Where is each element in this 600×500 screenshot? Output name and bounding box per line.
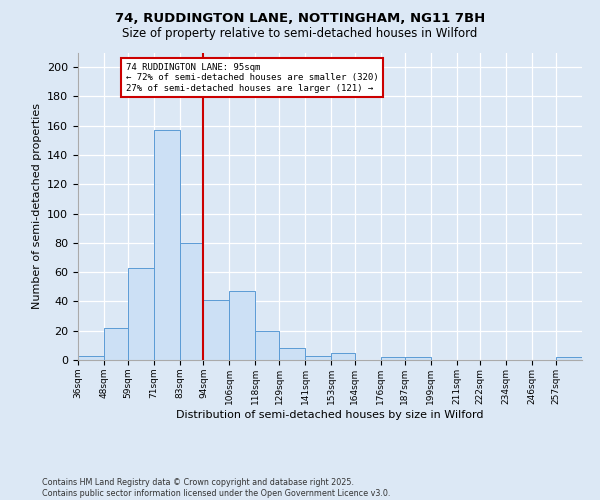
X-axis label: Distribution of semi-detached houses by size in Wilford: Distribution of semi-detached houses by …	[176, 410, 484, 420]
Y-axis label: Number of semi-detached properties: Number of semi-detached properties	[32, 104, 41, 309]
Bar	[279, 348, 305, 360]
Bar	[381, 357, 404, 360]
Bar	[305, 356, 331, 360]
Text: 74 RUDDINGTON LANE: 95sqm
← 72% of semi-detached houses are smaller (320)
27% of: 74 RUDDINGTON LANE: 95sqm ← 72% of semi-…	[125, 62, 378, 92]
Text: 74, RUDDINGTON LANE, NOTTINGHAM, NG11 7BH: 74, RUDDINGTON LANE, NOTTINGHAM, NG11 7B…	[115, 12, 485, 26]
Bar	[556, 357, 582, 360]
Text: Size of property relative to semi-detached houses in Wilford: Size of property relative to semi-detach…	[122, 28, 478, 40]
Bar	[128, 268, 154, 360]
Bar	[203, 300, 229, 360]
Bar	[331, 352, 355, 360]
Bar	[154, 130, 179, 360]
Bar	[104, 328, 128, 360]
Bar	[256, 330, 279, 360]
Text: Contains HM Land Registry data © Crown copyright and database right 2025.
Contai: Contains HM Land Registry data © Crown c…	[42, 478, 391, 498]
Bar	[404, 357, 431, 360]
Bar	[78, 356, 104, 360]
Bar	[229, 291, 256, 360]
Bar	[179, 243, 203, 360]
